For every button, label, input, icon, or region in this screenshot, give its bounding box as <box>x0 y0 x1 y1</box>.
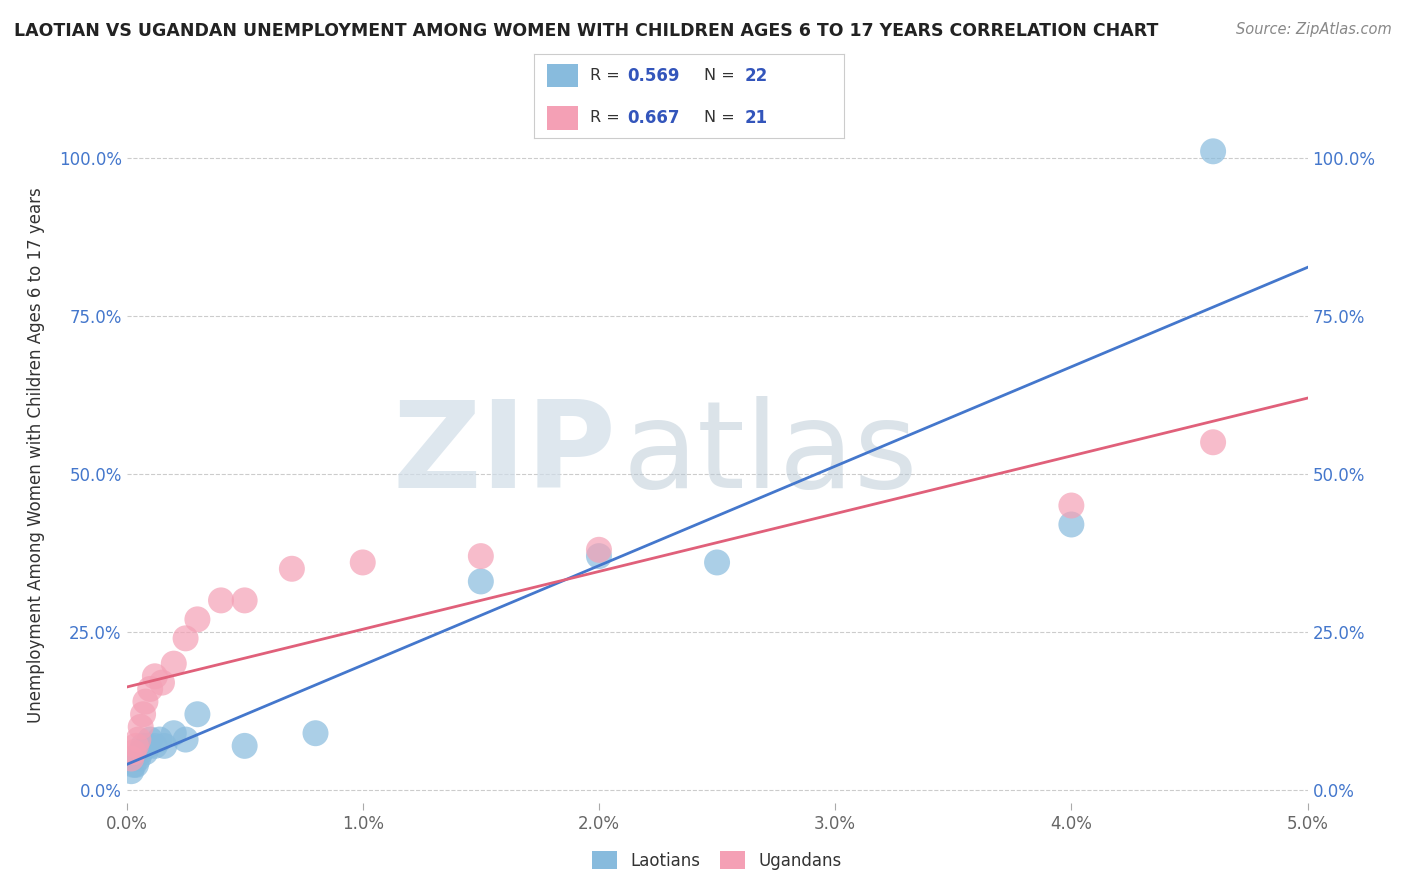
Point <box>149 732 172 747</box>
Point <box>132 739 155 753</box>
Point <box>163 657 186 671</box>
Point <box>304 726 326 740</box>
Text: Source: ZipAtlas.com: Source: ZipAtlas.com <box>1236 22 1392 37</box>
Point <box>470 549 492 563</box>
Point <box>281 562 304 576</box>
Point <box>1202 435 1225 450</box>
Point <box>186 707 208 722</box>
Point <box>127 732 149 747</box>
Point <box>174 732 197 747</box>
Point <box>125 739 148 753</box>
Point <box>1202 145 1225 159</box>
Text: N =: N = <box>704 111 741 126</box>
Point <box>139 681 162 696</box>
Point <box>129 745 152 759</box>
Text: ZIP: ZIP <box>392 396 617 514</box>
Point <box>136 739 159 753</box>
Point <box>139 732 162 747</box>
Point <box>470 574 492 589</box>
Point <box>153 739 176 753</box>
Text: 0.569: 0.569 <box>627 67 679 85</box>
FancyBboxPatch shape <box>547 106 578 130</box>
Point <box>125 757 148 772</box>
Point <box>209 593 232 607</box>
Point <box>233 593 256 607</box>
Point <box>163 726 186 740</box>
Point <box>150 675 173 690</box>
Text: R =: R = <box>591 68 624 83</box>
Point <box>352 556 374 570</box>
Point <box>706 556 728 570</box>
Point <box>134 745 156 759</box>
Text: R =: R = <box>591 111 624 126</box>
FancyBboxPatch shape <box>547 63 578 87</box>
Text: 21: 21 <box>745 109 768 127</box>
Point <box>120 751 142 765</box>
Point <box>1060 499 1083 513</box>
Point <box>127 751 149 765</box>
Point <box>174 632 197 646</box>
Point <box>186 612 208 626</box>
Point <box>122 757 145 772</box>
Y-axis label: Unemployment Among Women with Children Ages 6 to 17 years: Unemployment Among Women with Children A… <box>27 187 45 723</box>
Text: atlas: atlas <box>623 396 918 514</box>
Text: 22: 22 <box>745 67 768 85</box>
Point <box>588 542 610 557</box>
Point <box>143 739 166 753</box>
Point <box>588 549 610 563</box>
Text: LAOTIAN VS UGANDAN UNEMPLOYMENT AMONG WOMEN WITH CHILDREN AGES 6 TO 17 YEARS COR: LAOTIAN VS UGANDAN UNEMPLOYMENT AMONG WO… <box>14 22 1159 40</box>
Text: 0.667: 0.667 <box>627 109 679 127</box>
Point <box>122 745 145 759</box>
Point <box>132 707 155 722</box>
Point <box>129 720 152 734</box>
Point <box>134 695 156 709</box>
Text: N =: N = <box>704 68 741 83</box>
Point <box>120 764 142 779</box>
Point <box>233 739 256 753</box>
Legend: Laotians, Ugandans: Laotians, Ugandans <box>583 843 851 878</box>
Point <box>143 669 166 683</box>
Point <box>1060 517 1083 532</box>
